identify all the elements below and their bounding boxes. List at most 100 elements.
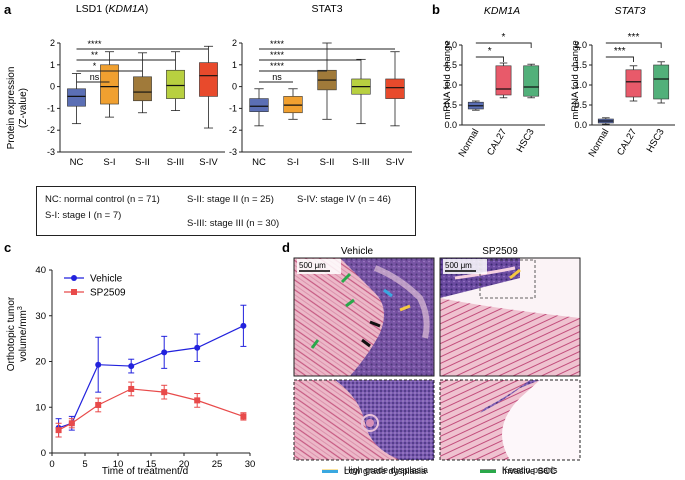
point-Vehicle [194, 344, 201, 351]
panel-c: c Orthotopic tumorvolume/mm3 Time of tre… [4, 240, 255, 477]
sig-bracket [475, 56, 504, 62]
sig-bracket [475, 42, 532, 48]
sig-bracket [605, 56, 634, 62]
sig-label: * [93, 61, 97, 71]
point-SP2509 [68, 420, 75, 427]
y-tick-label: 0.0 [574, 120, 587, 130]
panel-a: a LSD1 (KDM1A) Protein expression(Z-valu… [4, 2, 412, 168]
x-tick-label: S-IV [386, 157, 405, 168]
x-tick-label: 25 [212, 459, 223, 470]
box-S-II [133, 76, 152, 102]
box-HSC3 [653, 64, 670, 100]
y-tick-label: 1 [232, 60, 237, 70]
y-tick-label: 0 [41, 448, 46, 459]
box-CAL27 [625, 69, 642, 98]
panel-c-letter: c [4, 240, 11, 255]
y-tick-label: -2 [47, 125, 55, 135]
scale-label-sp2509: 500 μm [445, 261, 472, 270]
x-tick-label: CAL27 [615, 127, 639, 158]
y-tick-label: 0 [50, 82, 55, 92]
y-tick-label: 10 [35, 402, 46, 413]
x-tick-label: NC [252, 157, 266, 168]
y-tick-label: 0.5 [444, 100, 457, 110]
x-tick-label: 20 [179, 459, 190, 470]
legend-invasive-label: Invasive SCC [502, 466, 557, 476]
point-SP2509 [240, 413, 247, 420]
arrow-low-grade-sp2509 [509, 268, 521, 280]
histology-vehicle-low-mag [293, 257, 435, 377]
y-tick-label: 0.0 [444, 120, 457, 130]
box4-ylabel: mRNA fold change [570, 40, 581, 119]
box1-ylabel: Protein expression(Z-value) [6, 67, 29, 150]
y-tick-label: 1.5 [444, 60, 457, 70]
point-Vehicle [128, 363, 135, 370]
x-tick-label: 10 [113, 459, 124, 470]
legend-label-SP2509: SP2509 [90, 288, 126, 299]
point-SP2509 [55, 427, 62, 434]
x-tick-label: HSC3 [645, 127, 667, 154]
y-tick-label: -3 [229, 147, 237, 157]
x-tick-label: 0 [49, 459, 54, 470]
arrow-keratin-1 [340, 272, 352, 284]
x-tick-label: S-II [135, 157, 150, 168]
y-tick-label: -2 [229, 125, 237, 135]
y-tick-label: 1.0 [444, 80, 457, 90]
x-tick-label: 15 [146, 459, 157, 470]
stage-legend-s1: S-I: stage I (n = 7) [45, 210, 122, 221]
x-tick-label: 5 [82, 459, 87, 470]
point-SP2509 [95, 401, 102, 408]
x-tick-label: S-III [167, 157, 184, 168]
box4-title: STAT3 [614, 5, 645, 17]
y-tick-label: 40 [35, 265, 46, 276]
histology-legend-row2: High grade dysplasia Keratin pearls [280, 465, 685, 479]
histology-sp2509-low-mag [439, 257, 581, 377]
panel-d: d Vehicle SP2509 500 μm 500 μm [282, 240, 581, 476]
x-tick-label: S-I [103, 157, 115, 168]
point-SP2509 [128, 385, 135, 392]
x-tick-label: S-IV [199, 157, 218, 168]
sig-label: * [488, 46, 492, 57]
legend-high-grade-label: High grade dysplasia [344, 465, 429, 475]
box-HSC3 [523, 65, 540, 97]
sig-label: **** [270, 39, 285, 49]
scale-label-vehicle: 500 μm [299, 261, 326, 270]
sig-label: **** [270, 50, 285, 60]
box-NC [67, 88, 86, 107]
y-tick-label: 30 [35, 311, 46, 322]
box1-title: LSD1 (KDM1A) [76, 3, 148, 15]
arrow-high-grade [383, 288, 393, 298]
legend-marker-Vehicle [71, 275, 77, 281]
y-tick-label: 2 [232, 38, 237, 48]
stage-legend-s4: S-IV: stage IV (n = 46) [297, 194, 391, 205]
y-tick-label: 1.5 [574, 60, 587, 70]
sig-label: * [502, 32, 506, 43]
point-Vehicle [95, 361, 102, 368]
y-tick-label: -1 [229, 103, 237, 113]
arrow-keratin-3 [310, 339, 320, 349]
x-tick-label: S-I [287, 157, 299, 168]
panel-b-letter: b [432, 2, 440, 17]
line-ylabel: Orthotopic tumorvolume/mm3 [6, 296, 29, 371]
point-Vehicle [240, 322, 247, 329]
y-tick-label: 20 [35, 357, 46, 368]
panel-d-letter: d [282, 240, 290, 255]
y-tick-label: 2.0 [444, 40, 457, 50]
annotation-arrows [310, 268, 521, 349]
y-tick-label: 2.0 [574, 40, 587, 50]
stage-legend: NC: normal control (n = 71) S-II: stage … [36, 186, 416, 236]
histology-vehicle-title: Vehicle [341, 246, 374, 257]
box-S-I [100, 64, 119, 105]
y-tick-label: -1 [47, 103, 55, 113]
box2-title: STAT3 [311, 3, 342, 15]
box3-title: KDM1A [484, 5, 520, 17]
histology-sp2509-high-mag [439, 379, 581, 461]
legend-low-grade-label: Low grade dysplasia [344, 466, 426, 476]
box-S-IV [385, 78, 405, 99]
stage-legend-s3: S-III: stage III (n = 30) [187, 218, 280, 229]
stage-legend-s2: S-II: stage II (n = 25) [187, 194, 274, 205]
x-tick-label: HSC3 [515, 127, 537, 154]
legend-keratin-label: Keratin pearls [502, 465, 558, 475]
x-tick-label: NC [70, 157, 84, 168]
sig-label: *** [614, 46, 626, 57]
y-tick-label: 0.5 [574, 100, 587, 110]
